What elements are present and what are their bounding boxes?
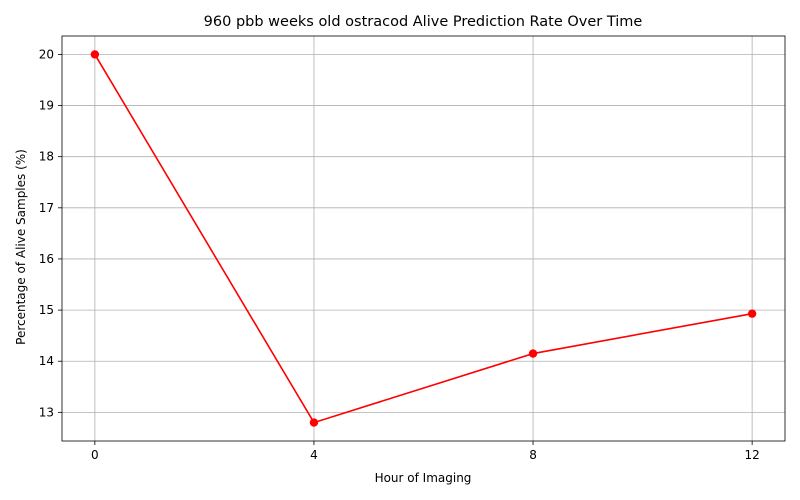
y-tick-label: 16 xyxy=(39,252,54,266)
y-tick-label: 13 xyxy=(39,405,54,419)
x-axis-label: Hour of Imaging xyxy=(375,471,472,485)
grid-lines xyxy=(62,36,785,441)
data-point xyxy=(528,349,538,358)
y-tick-label: 19 xyxy=(39,99,54,113)
series-layer xyxy=(90,50,757,427)
x-tick-label: 12 xyxy=(744,448,759,462)
y-tick-label: 14 xyxy=(39,354,54,368)
y-tick-label: 17 xyxy=(39,201,54,215)
axis-ticks: 0 4 8 12 13 14 15 16 17 18 19 20 xyxy=(39,47,760,462)
y-tick-label: 18 xyxy=(39,150,54,164)
plot-frame xyxy=(61,35,786,442)
data-point xyxy=(747,309,757,318)
y-tick-label: 15 xyxy=(39,303,54,317)
x-tick-label: 4 xyxy=(310,448,318,462)
y-axis-label: Percentage of Alive Samples (%) xyxy=(14,149,28,345)
series-line xyxy=(94,53,753,424)
data-point xyxy=(309,418,319,427)
chart-title: 960 pbb weeks old ostracod Alive Predict… xyxy=(204,14,643,30)
x-tick-label: 8 xyxy=(529,448,537,462)
y-tick-label: 20 xyxy=(39,47,54,61)
data-point xyxy=(90,50,100,59)
x-tick-label: 0 xyxy=(91,448,99,462)
